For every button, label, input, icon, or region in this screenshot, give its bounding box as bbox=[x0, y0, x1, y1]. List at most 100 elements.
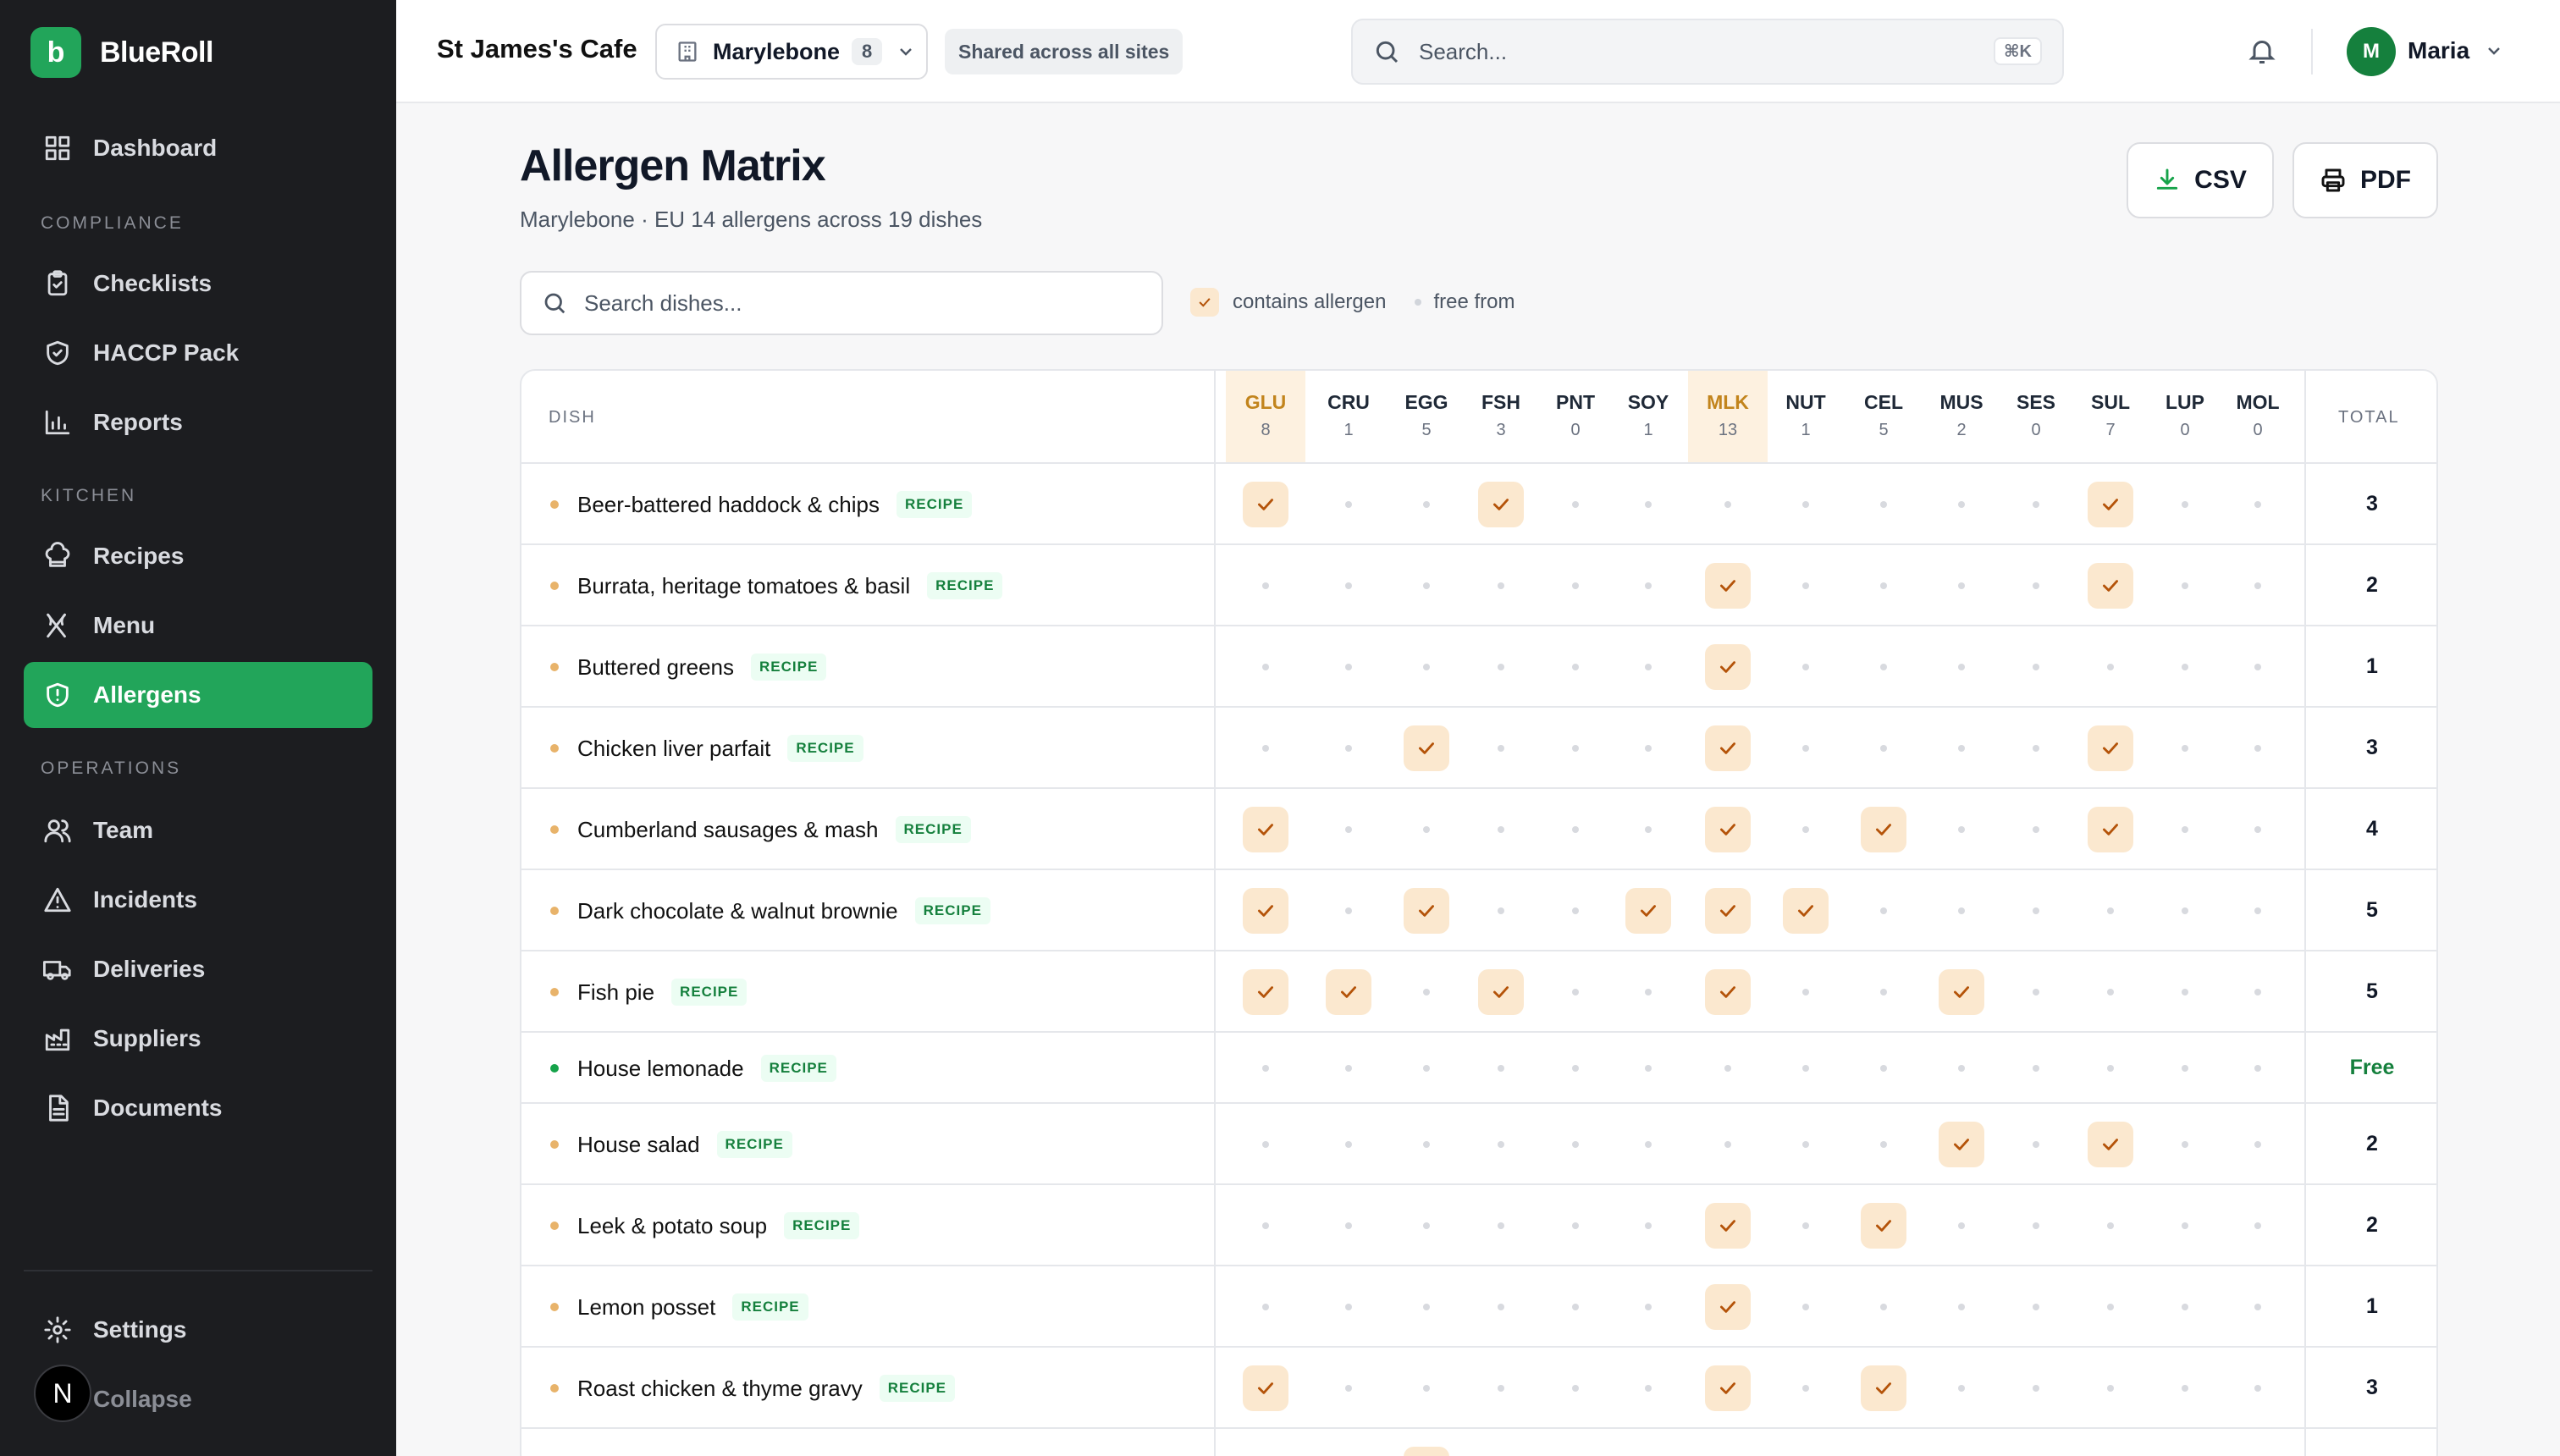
table-row[interactable]: Beer-battered haddock & chips RECIPE 3 bbox=[521, 464, 2436, 545]
dish-name-cell[interactable]: Dark chocolate & walnut brownie RECIPE bbox=[577, 896, 990, 926]
sidebar-item-checklists[interactable]: Checklists bbox=[24, 251, 372, 317]
allergen-cell bbox=[1688, 789, 1768, 870]
export-pdf-button[interactable]: PDF bbox=[2292, 142, 2438, 218]
allergen-column-header[interactable]: SES 0 bbox=[1996, 371, 2076, 462]
free-dot-icon bbox=[1880, 501, 1887, 508]
check-icon bbox=[2088, 725, 2133, 771]
free-dot-icon bbox=[1423, 1065, 1430, 1072]
dish-name-cell[interactable]: Roast chicken & thyme gravy RECIPE bbox=[577, 1373, 955, 1404]
free-dot-icon bbox=[1645, 745, 1652, 752]
allergen-column-header[interactable]: MLK 13 bbox=[1688, 371, 1768, 462]
dish-name-cell[interactable]: House salad RECIPE bbox=[577, 1129, 792, 1160]
allergen-column-header[interactable]: SOY 1 bbox=[1608, 371, 1688, 462]
allergen-cell bbox=[2145, 789, 2225, 870]
bell-icon[interactable] bbox=[2247, 36, 2279, 68]
chevron-down-icon[interactable] bbox=[2484, 41, 2504, 61]
sidebar-item-suppliers[interactable]: Suppliers bbox=[24, 1006, 372, 1072]
dish-name-cell[interactable]: Buttered greens RECIPE bbox=[577, 652, 827, 682]
table-row[interactable]: Fish pie RECIPE 5 bbox=[521, 951, 2436, 1033]
free-dot-icon bbox=[2182, 745, 2188, 752]
allergen-cell bbox=[1688, 1429, 1768, 1456]
table-row[interactable]: Dark chocolate & walnut brownie RECIPE 5 bbox=[521, 870, 2436, 951]
sidebar-item-dashboard[interactable]: Dashboard bbox=[24, 115, 372, 181]
sidebar-item-allergens[interactable]: Allergens bbox=[24, 662, 372, 728]
free-dot-icon bbox=[2254, 1065, 2261, 1072]
sidebar-item-incidents[interactable]: Incidents bbox=[24, 867, 372, 933]
sidebar-item-deliveries[interactable]: Deliveries bbox=[24, 936, 372, 1002]
check-icon bbox=[2088, 563, 2133, 609]
allergen-cell bbox=[2218, 1033, 2298, 1104]
allergen-column-header[interactable]: LUP 0 bbox=[2145, 371, 2225, 462]
dish-search-input[interactable]: Search dishes... bbox=[520, 271, 1163, 335]
allergen-column-header[interactable]: FSH 3 bbox=[1461, 371, 1541, 462]
table-row[interactable]: Lemon posset RECIPE 1 bbox=[521, 1266, 2436, 1348]
allergen-column-header[interactable]: PNT 0 bbox=[1536, 371, 1615, 462]
sidebar-item-label: HACCP Pack bbox=[93, 339, 240, 366]
dish-name-cell[interactable]: Burrata, heritage tomatoes & basil RECIPE bbox=[577, 571, 1003, 601]
table-row[interactable]: Roast chicken & thyme gravy RECIPE 3 bbox=[521, 1348, 2436, 1429]
allergen-column-header[interactable]: EGG 5 bbox=[1387, 371, 1466, 462]
search-shortcut: ⌘K bbox=[1994, 37, 2042, 65]
dish-name-cell[interactable]: Fish pie RECIPE bbox=[577, 977, 748, 1007]
table-row[interactable]: Burrata, heritage tomatoes & basil RECIPE… bbox=[521, 545, 2436, 626]
allergen-column-header[interactable]: SUL 7 bbox=[2071, 371, 2150, 462]
recipe-tag: RECIPE bbox=[760, 1055, 836, 1082]
free-dot-icon bbox=[2033, 664, 2039, 670]
sidebar-item-menu[interactable]: Menu bbox=[24, 593, 372, 659]
dish-name-cell[interactable]: House lemonade RECIPE bbox=[577, 1053, 836, 1084]
dish-name-cell[interactable]: Beer-battered haddock & chips RECIPE bbox=[577, 489, 973, 520]
brand[interactable]: b BlueRoll bbox=[30, 27, 213, 78]
dish-name: Cumberland sausages & mash bbox=[577, 816, 879, 842]
dish-name-cell[interactable]: Chicken liver parfait RECIPE bbox=[577, 733, 863, 764]
recipe-tag: RECIPE bbox=[914, 897, 990, 924]
document-icon bbox=[42, 1093, 73, 1123]
status-dot bbox=[550, 825, 559, 834]
allergen-count: 5 bbox=[1879, 421, 1889, 439]
building-icon bbox=[676, 40, 699, 63]
dish-name-cell[interactable]: Leek & potato soup RECIPE bbox=[577, 1211, 860, 1241]
top-bar: St James's Cafe Marylebone 8 Shared acro… bbox=[396, 0, 2560, 103]
allergen-cell bbox=[2218, 708, 2298, 789]
sidebar-item-documents[interactable]: Documents bbox=[24, 1075, 372, 1141]
table-row[interactable]: Cumberland sausages & mash RECIPE 4 bbox=[521, 789, 2436, 870]
allergen-cell bbox=[1387, 951, 1466, 1033]
export-csv-button[interactable]: CSV bbox=[2127, 142, 2274, 218]
allergen-cell bbox=[1996, 708, 2076, 789]
table-row[interactable]: House salad RECIPE 2 bbox=[521, 1104, 2436, 1185]
allergen-cell bbox=[1996, 1348, 2076, 1429]
table-row[interactable]: Buttered greens RECIPE 1 bbox=[521, 626, 2436, 708]
table-row[interactable] bbox=[521, 1429, 2436, 1456]
sidebar-item-reports[interactable]: Reports bbox=[24, 389, 372, 455]
table-row[interactable]: Leek & potato soup RECIPE 2 bbox=[521, 1185, 2436, 1266]
allergen-column-header[interactable]: CRU 1 bbox=[1309, 371, 1388, 462]
allergen-cell bbox=[1309, 545, 1388, 626]
sidebar-item-team[interactable]: Team bbox=[24, 797, 372, 863]
allergen-column-header[interactable]: CEL 5 bbox=[1844, 371, 1923, 462]
global-search[interactable]: Search... ⌘K bbox=[1351, 19, 2064, 85]
sidebar-item-recipes[interactable]: Recipes bbox=[24, 523, 372, 589]
dish-name: Beer-battered haddock & chips bbox=[577, 491, 880, 517]
framework-badge[interactable]: N bbox=[34, 1365, 91, 1422]
free-dot-icon bbox=[1423, 989, 1430, 995]
allergen-column-header[interactable]: MOL 0 bbox=[2218, 371, 2298, 462]
sidebar-item-haccp[interactable]: HACCP Pack bbox=[24, 320, 372, 386]
site-selector[interactable]: Marylebone 8 bbox=[655, 24, 928, 80]
table-row[interactable]: House lemonade RECIPE Free bbox=[521, 1033, 2436, 1104]
recipe-tag: RECIPE bbox=[671, 979, 748, 1006]
allergen-column-header[interactable]: GLU 8 bbox=[1226, 371, 1305, 462]
table-row[interactable]: Chicken liver parfait RECIPE 3 bbox=[521, 708, 2436, 789]
free-dot-icon bbox=[2182, 1304, 2188, 1310]
allergen-cell bbox=[2071, 870, 2150, 951]
recipe-tag: RECIPE bbox=[784, 1212, 860, 1239]
dish-name-cell[interactable]: Cumberland sausages & mash RECIPE bbox=[577, 814, 971, 845]
avatar[interactable]: M bbox=[2347, 27, 2396, 76]
free-dot-icon bbox=[1498, 907, 1504, 914]
user-name[interactable]: Maria bbox=[2408, 37, 2470, 63]
status-dot bbox=[550, 663, 559, 671]
sidebar-item-settings[interactable]: Settings bbox=[24, 1297, 372, 1363]
gear-icon bbox=[42, 1315, 73, 1345]
allergen-column-header[interactable]: NUT 1 bbox=[1766, 371, 1846, 462]
allergen-column-header[interactable]: MUS 2 bbox=[1922, 371, 2001, 462]
allergen-cell bbox=[1608, 1429, 1688, 1456]
dish-name-cell[interactable]: Lemon posset RECIPE bbox=[577, 1292, 808, 1322]
